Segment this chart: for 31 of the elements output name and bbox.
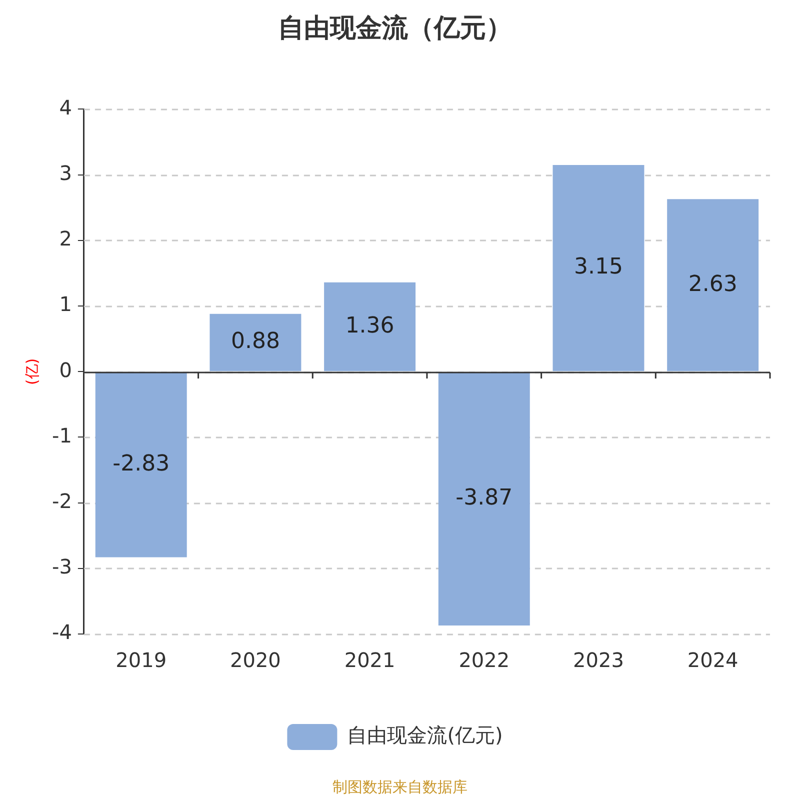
y-tick-label: -2	[52, 489, 72, 514]
y-tick-label: 1	[59, 292, 72, 316]
y-tick-label: 4	[59, 95, 72, 120]
bar	[438, 372, 530, 626]
y-tick-label: -3	[52, 554, 72, 579]
x-tick-label: 2024	[687, 648, 738, 672]
data-label: 0.88	[230, 329, 280, 354]
bar	[667, 199, 759, 372]
bar	[210, 314, 302, 372]
data-label: -2.83	[112, 451, 170, 476]
y-tick-label: -4	[52, 620, 72, 644]
x-tick-label: 2022	[458, 648, 510, 672]
data-label: 1.36	[345, 313, 394, 338]
y-tick-label: -1	[52, 423, 72, 448]
y-axis-title: (亿)	[22, 358, 41, 385]
x-tick-label: 2021	[344, 648, 396, 672]
x-tick-label: 2019	[116, 648, 167, 672]
bar	[552, 164, 644, 372]
y-tick-label: 2	[59, 226, 72, 251]
y-tick-label: 3	[59, 161, 72, 186]
text: 制图数据来自数据库	[332, 778, 468, 797]
legend-label: 自由现金流(亿元)	[347, 723, 503, 748]
data-label: 3.15	[574, 254, 623, 280]
bar	[95, 372, 187, 558]
x-tick-label: 2020	[230, 648, 281, 672]
y-tick-label: 0	[59, 358, 72, 382]
chart-title: 自由现金流（亿元）	[278, 13, 512, 44]
x-tick-label: 2023	[573, 648, 624, 672]
data-label: 2.63	[688, 272, 738, 297]
bar	[324, 282, 416, 372]
data-label: -3.87	[456, 486, 513, 511]
